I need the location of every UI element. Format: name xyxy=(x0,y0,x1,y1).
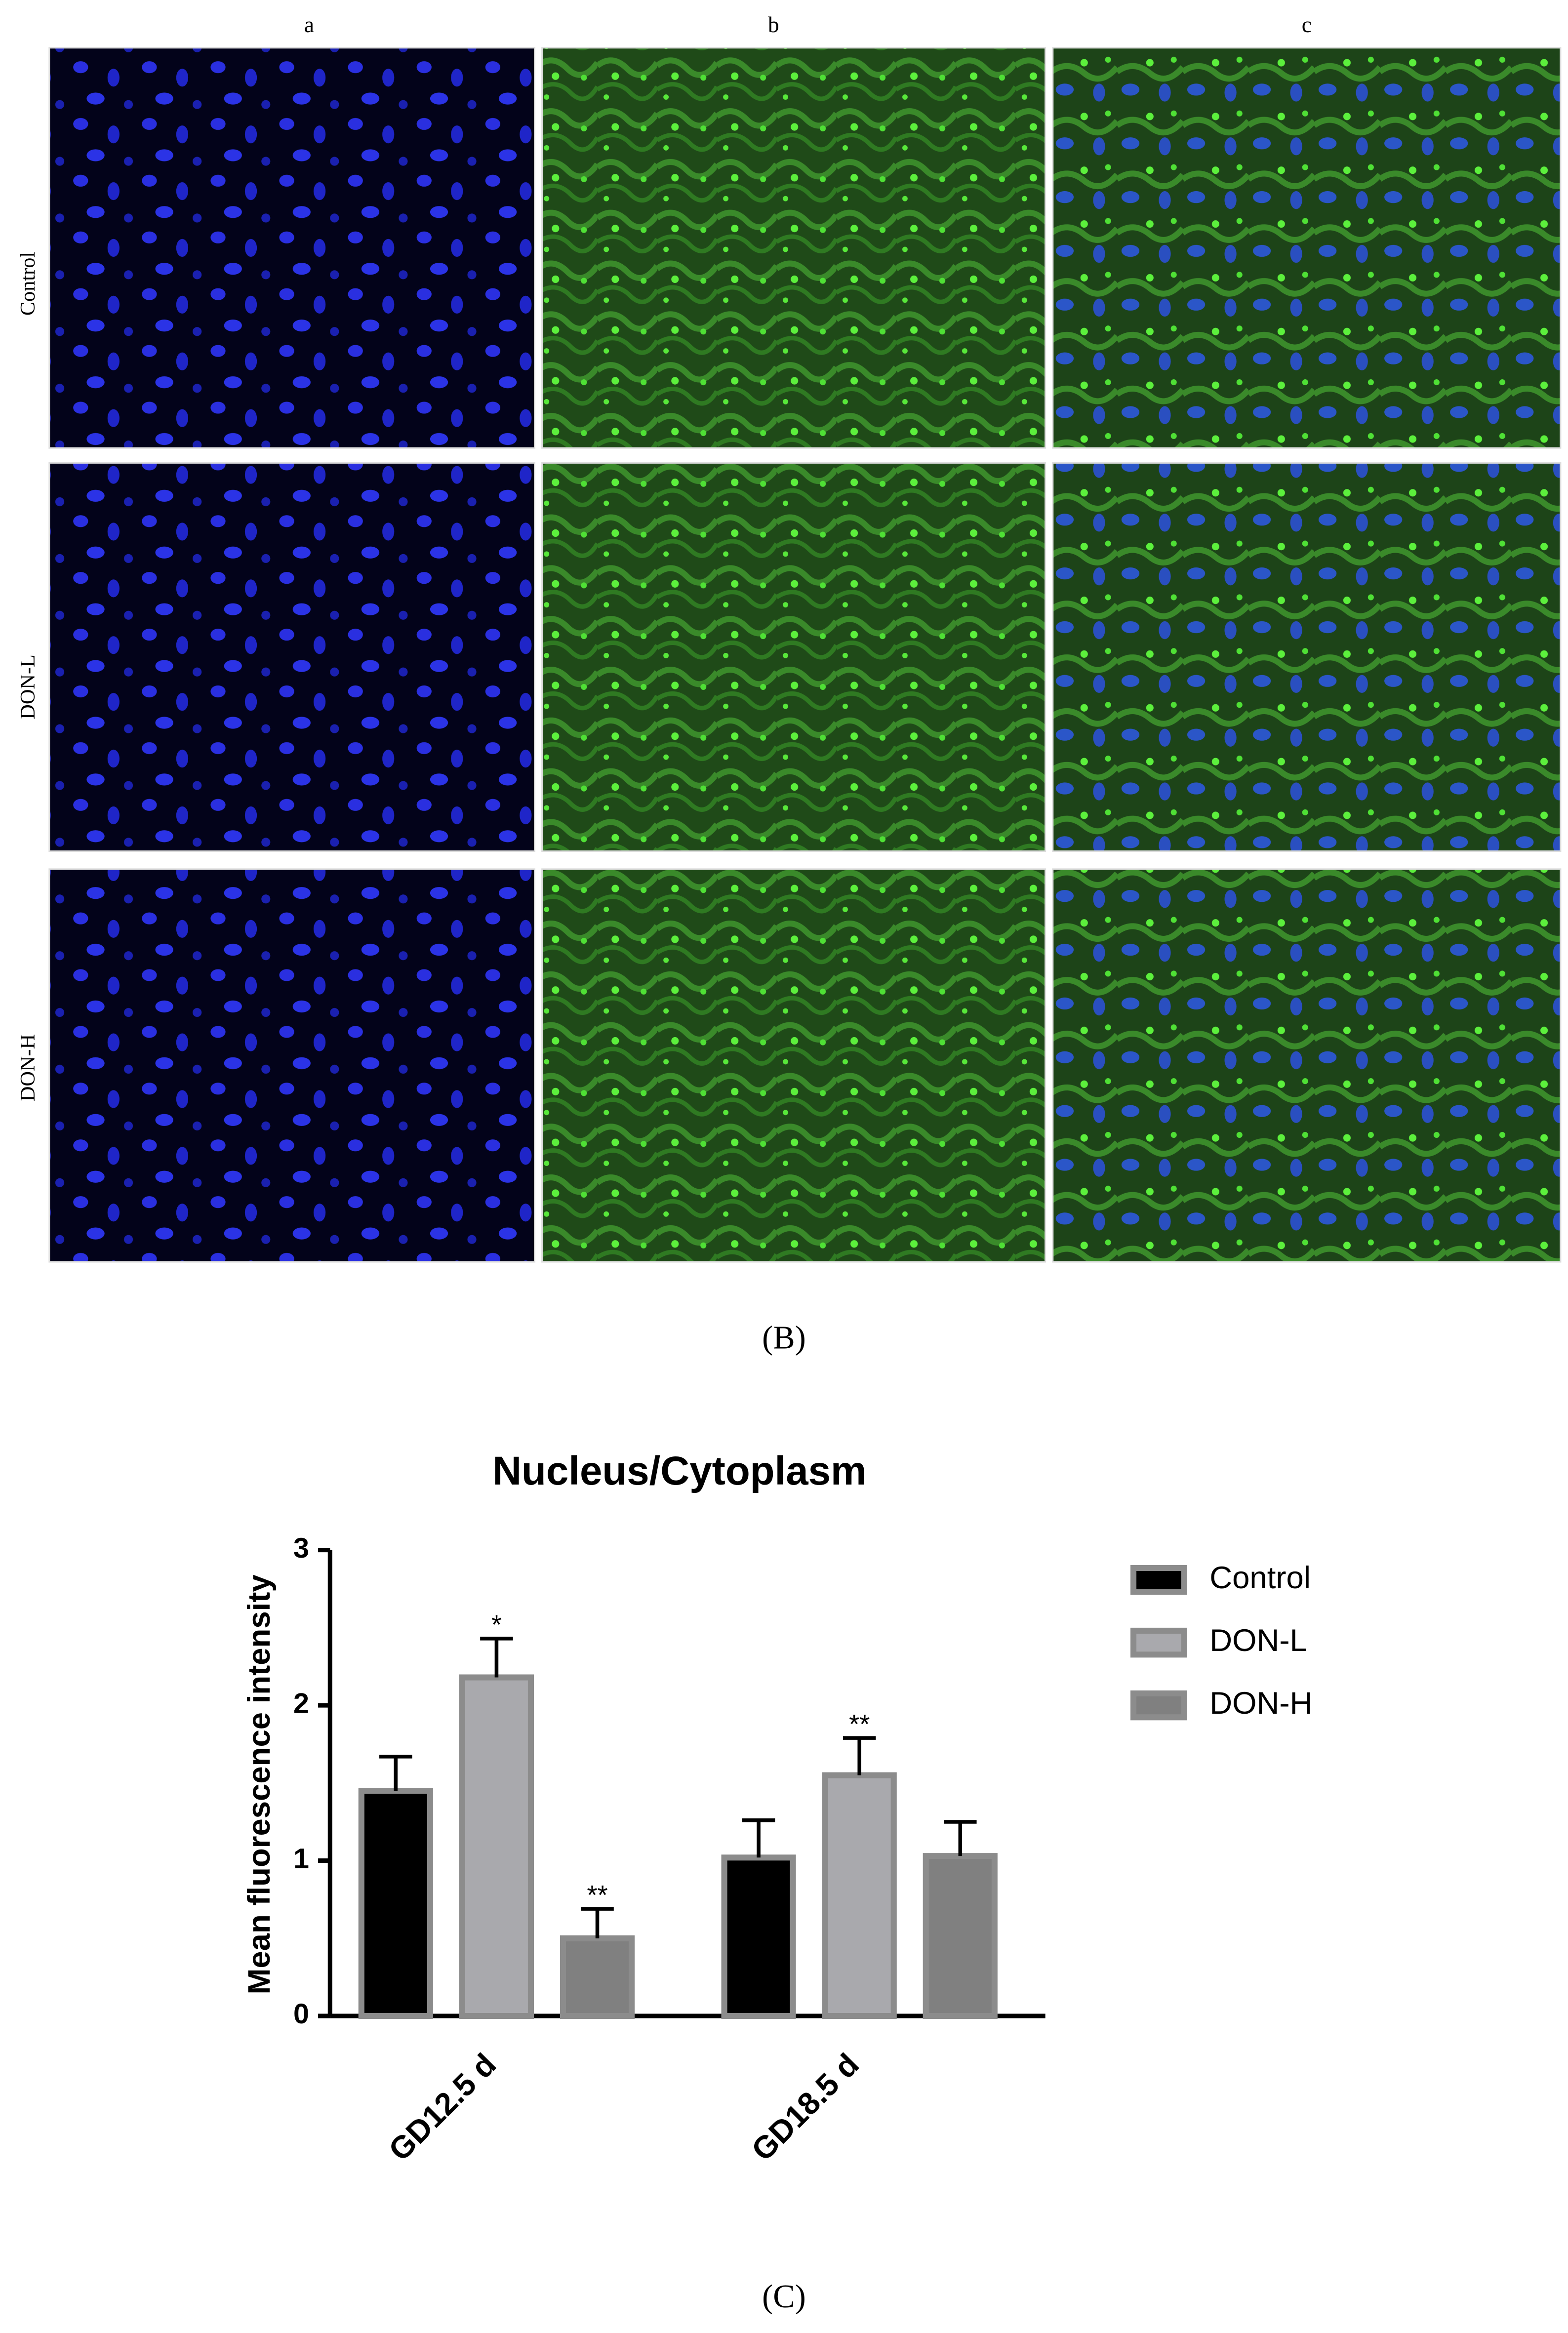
bar xyxy=(358,1788,433,2019)
chart-title: Nucleus/Cytoplasm xyxy=(492,1448,867,1493)
error-bar xyxy=(480,1637,513,1678)
bar xyxy=(822,1772,897,2019)
significance-label: ** xyxy=(587,1880,607,1910)
row-label: Control xyxy=(16,252,40,316)
bar xyxy=(923,1853,998,2019)
x-tick-label: GD12.5 d xyxy=(382,2047,503,2168)
micrograph xyxy=(541,868,1046,1263)
legend-swatch xyxy=(1130,1690,1187,1721)
y-axis-label: Mean fluorescence intensity xyxy=(242,1574,277,1994)
y-tick-label: 1 xyxy=(293,1843,309,1875)
row-label: DON-L xyxy=(16,654,40,720)
bar xyxy=(560,1935,635,2019)
legend-swatch xyxy=(1130,1627,1187,1658)
legend-label: DON-H xyxy=(1209,1686,1312,1721)
error-bar xyxy=(379,1755,412,1791)
error-bar xyxy=(843,1736,876,1775)
error-bar xyxy=(944,1820,977,1856)
micrograph xyxy=(48,868,536,1263)
micrograph xyxy=(48,47,536,449)
legend-swatch xyxy=(1130,1565,1187,1595)
column-label: a xyxy=(304,12,314,37)
legend-label: Control xyxy=(1209,1561,1311,1595)
micrograph xyxy=(1052,47,1562,449)
bar xyxy=(721,1854,796,2019)
micrograph xyxy=(48,462,536,852)
error-bar xyxy=(742,1818,775,1858)
column-label: c xyxy=(1302,12,1312,37)
error-bar xyxy=(581,1907,614,1938)
significance-label: ** xyxy=(849,1709,870,1739)
y-tick-label: 2 xyxy=(293,1688,309,1719)
significance-label: * xyxy=(491,1609,502,1640)
legend-label: DON-L xyxy=(1209,1623,1307,1658)
micrograph xyxy=(541,462,1046,852)
micrograph xyxy=(1052,462,1562,852)
column-label: b xyxy=(768,12,779,37)
x-tick-label: GD18.5 d xyxy=(745,2047,866,2168)
micrograph xyxy=(1052,868,1562,1263)
panel-label: (C) xyxy=(762,2279,806,2315)
micrograph xyxy=(541,47,1046,449)
y-tick-label: 0 xyxy=(293,1998,309,2030)
panel-label: (B) xyxy=(762,1320,806,1356)
row-label: DON-H xyxy=(16,1034,40,1101)
bar xyxy=(459,1674,534,2019)
y-tick-label: 3 xyxy=(293,1532,309,1564)
